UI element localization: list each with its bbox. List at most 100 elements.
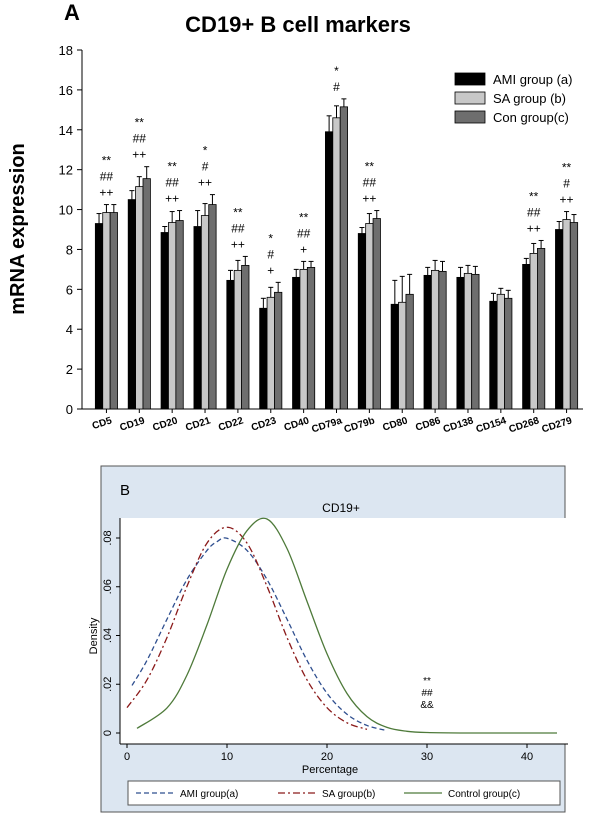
significance-mark: ++ bbox=[132, 148, 146, 162]
bar bbox=[423, 274, 432, 410]
chart-b-ticks: 0 10 20 30 40 0 .02 .04 .06 .08 bbox=[102, 530, 533, 763]
legend-swatch bbox=[454, 72, 486, 86]
bar bbox=[339, 106, 349, 410]
bar bbox=[292, 276, 301, 410]
chart-a-bars bbox=[94, 98, 579, 410]
panel-b-label: B bbox=[120, 482, 130, 499]
significance-mark: ** bbox=[299, 210, 309, 224]
y-tick-label: 0 bbox=[102, 730, 114, 736]
significance-mark: ** bbox=[529, 189, 539, 203]
significance-mark: && bbox=[420, 700, 434, 711]
y-tick-label: 0 bbox=[66, 402, 73, 417]
bar bbox=[405, 293, 414, 410]
y-tick-label: 6 bbox=[66, 282, 73, 297]
y-tick-label: .02 bbox=[102, 677, 114, 692]
bar bbox=[332, 117, 341, 410]
x-tick-label: CD22 bbox=[217, 415, 245, 433]
x-tick-label: CD40 bbox=[283, 415, 311, 433]
chart-a-y-ticks: 0 2 4 6 8 10 12 14 16 18 bbox=[59, 43, 82, 417]
bar bbox=[529, 253, 538, 410]
x-tick-label: CD279 bbox=[540, 415, 573, 435]
significance-mark: ** bbox=[233, 205, 243, 219]
x-tick-label: CD268 bbox=[508, 415, 541, 435]
chart-a-annotations: ** ## ++ ** ## ++ ** ## ++ * # ++ ** ## ++ * # + ** ## + * # **… bbox=[99, 64, 573, 277]
significance-mark: ## bbox=[165, 176, 179, 190]
bar bbox=[135, 186, 144, 410]
x-tick-label: CD80 bbox=[381, 415, 409, 433]
x-tick-label: CD154 bbox=[475, 415, 508, 435]
bar bbox=[306, 266, 316, 410]
y-tick-label: 16 bbox=[59, 83, 73, 98]
bar bbox=[102, 212, 111, 410]
significance-mark: ## bbox=[133, 132, 147, 146]
bar bbox=[175, 220, 184, 410]
chart-a-ylabel: mRNA expression bbox=[7, 143, 29, 315]
bar bbox=[390, 303, 399, 410]
x-tick-label: 40 bbox=[521, 751, 533, 763]
significance-mark: ## bbox=[363, 176, 377, 190]
bar bbox=[489, 300, 498, 410]
significance-mark: # bbox=[563, 177, 570, 191]
bar bbox=[259, 307, 268, 410]
significance-mark: ++ bbox=[99, 186, 113, 200]
y-tick-label: .08 bbox=[102, 530, 114, 545]
panel-b: B CD19+ Density Percentage 0 10 20 30 40 0 .02… bbox=[88, 465, 568, 813]
bar bbox=[109, 212, 118, 410]
x-tick-label: CD5 bbox=[91, 415, 114, 432]
bar bbox=[324, 131, 334, 410]
chart-a-title: CD19+ B cell markers bbox=[185, 12, 411, 37]
bar bbox=[372, 218, 381, 410]
significance-mark: ++ bbox=[165, 192, 179, 206]
bar bbox=[398, 301, 407, 410]
legend-label: Control group(c) bbox=[448, 789, 520, 800]
bar bbox=[266, 296, 275, 410]
significance-mark: ** bbox=[167, 160, 177, 174]
bar bbox=[94, 223, 104, 410]
bar bbox=[299, 268, 308, 410]
significance-mark: + bbox=[267, 263, 274, 277]
series-line bbox=[131, 537, 388, 732]
significance-mark: ** bbox=[562, 161, 572, 175]
legend-label: AMI group (a) bbox=[493, 72, 572, 87]
significance-mark: ++ bbox=[198, 176, 212, 190]
bar bbox=[430, 269, 440, 410]
bar bbox=[537, 248, 546, 410]
significance-mark: # bbox=[333, 80, 340, 94]
x-tick-label: CD19 bbox=[119, 415, 147, 433]
bar bbox=[456, 276, 465, 410]
bar bbox=[241, 264, 250, 410]
x-tick-label: CD20 bbox=[151, 415, 179, 433]
significance-mark: ** bbox=[423, 676, 431, 687]
chart-b-plot-area bbox=[120, 518, 568, 744]
significance-mark: + bbox=[300, 242, 307, 256]
bar bbox=[274, 291, 283, 410]
significance-mark: ## bbox=[297, 226, 311, 240]
legend-label: Con group(c) bbox=[493, 110, 569, 125]
significance-mark: ++ bbox=[560, 193, 574, 207]
bar bbox=[160, 232, 169, 410]
significance-mark: ++ bbox=[527, 221, 541, 235]
y-tick-label: 8 bbox=[66, 242, 73, 257]
legend-label: SA group(b) bbox=[322, 789, 375, 800]
significance-mark: # bbox=[202, 160, 209, 174]
legend-label: SA group (b) bbox=[493, 91, 566, 106]
significance-mark: ## bbox=[100, 170, 114, 184]
legend-label: AMI group(a) bbox=[180, 789, 238, 800]
y-tick-label: 4 bbox=[66, 322, 73, 337]
y-tick-label: 14 bbox=[59, 123, 73, 138]
x-tick-label: CD79a bbox=[310, 415, 343, 435]
significance-mark: ** bbox=[365, 160, 375, 174]
bar bbox=[438, 270, 447, 410]
bar bbox=[569, 222, 579, 410]
significance-mark: ** bbox=[102, 154, 112, 168]
series-line bbox=[126, 526, 368, 730]
chart-b-ylabel: Density bbox=[88, 617, 100, 654]
significance-mark: * bbox=[268, 231, 273, 245]
bar bbox=[562, 219, 571, 410]
y-tick-label: .06 bbox=[102, 579, 114, 594]
x-tick-label: CD21 bbox=[184, 415, 212, 433]
y-tick-label: 18 bbox=[59, 43, 73, 58]
chart-b-legend: AMI group(a) SA group(b) Control group(c) bbox=[136, 789, 520, 800]
chart-a-x-ticks: CD5 CD19 CD20 CD21 CD22 CD23 CD40 CD79a CD79b CD8… bbox=[91, 409, 574, 436]
